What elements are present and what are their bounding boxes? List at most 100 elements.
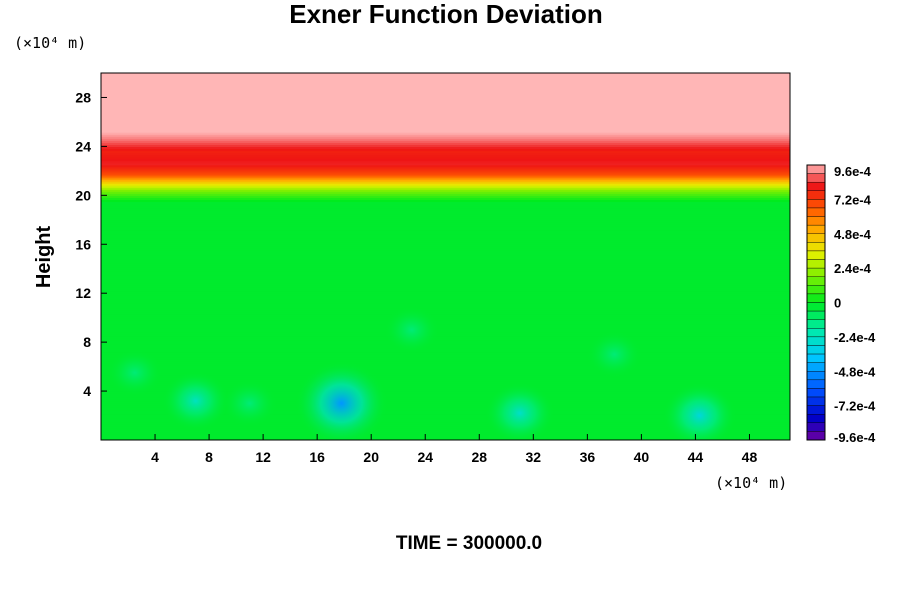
x-tick-label: 12 xyxy=(255,449,271,465)
colorbar-swatch xyxy=(806,181,826,191)
chart-title: Exner Function Deviation xyxy=(289,0,603,29)
colorbar-swatch xyxy=(806,336,826,346)
field-band xyxy=(101,203,790,207)
field-band xyxy=(101,435,790,439)
field-band xyxy=(101,289,790,292)
anomaly-blob xyxy=(162,371,230,431)
colorbar-swatch xyxy=(806,353,826,363)
colorbar: 9.6e-4 7.2e-4 4.8e-4 2.4e-4 0 -2.4e-4 -4.8e-4 -… xyxy=(806,164,876,445)
field-band xyxy=(101,119,790,123)
field-band xyxy=(101,258,790,262)
field-band xyxy=(101,176,790,180)
field-band xyxy=(101,85,790,88)
colorbar-swatch xyxy=(806,362,826,372)
colorbar-label: -4.8e-4 xyxy=(834,364,876,379)
field-band xyxy=(101,297,790,300)
field-band xyxy=(101,73,790,76)
colorbar-label: 7.2e-4 xyxy=(834,192,872,207)
field-band xyxy=(101,283,790,286)
field-band xyxy=(101,142,790,145)
field-band xyxy=(101,148,790,152)
colorbar-swatch xyxy=(806,276,826,286)
field-band xyxy=(101,234,790,237)
anomaly-blob xyxy=(107,349,162,396)
field-band xyxy=(101,313,790,317)
field-band xyxy=(101,166,790,170)
field-band xyxy=(101,397,790,400)
field-band xyxy=(101,105,790,109)
field-band xyxy=(101,205,790,209)
field-band xyxy=(101,197,790,201)
field-band xyxy=(101,101,790,105)
field-band xyxy=(101,75,790,78)
field-band xyxy=(101,154,790,158)
colorbar-swatch xyxy=(806,216,826,226)
field-band xyxy=(101,415,790,419)
field-band xyxy=(101,189,790,192)
field-band xyxy=(101,185,790,188)
field-band xyxy=(101,376,790,380)
colorbar-swatch xyxy=(806,310,826,320)
field-band xyxy=(101,293,790,296)
colorbar-label: -9.6e-4 xyxy=(834,430,876,445)
colorbar-swatch xyxy=(806,250,826,260)
field-band xyxy=(101,366,790,370)
field-band xyxy=(101,303,790,307)
field-band xyxy=(101,248,790,251)
field-band xyxy=(101,111,790,115)
field-band xyxy=(101,132,790,135)
field-band xyxy=(101,117,790,121)
x-tick-label: 16 xyxy=(309,449,325,465)
field-band xyxy=(101,140,790,143)
field-band xyxy=(101,323,790,327)
field-band xyxy=(101,99,790,103)
colorbar-label: 4.8e-4 xyxy=(834,227,872,242)
field-band xyxy=(101,195,790,198)
field-band xyxy=(101,191,790,194)
field-band xyxy=(101,421,790,425)
colorbar-swatch xyxy=(806,319,826,329)
anomaly-blob xyxy=(384,306,439,354)
colorbar-swatch xyxy=(806,173,826,183)
field-band xyxy=(101,276,790,280)
time-label: TIME = 300000.0 xyxy=(396,533,542,554)
field-band xyxy=(101,240,790,243)
field-band xyxy=(101,319,790,323)
field-band xyxy=(101,431,790,435)
field-band xyxy=(101,321,790,325)
field-band xyxy=(101,254,790,258)
anomaly-blob xyxy=(587,331,642,378)
field-band xyxy=(101,152,790,156)
field-band xyxy=(101,207,790,211)
field-band xyxy=(101,113,790,117)
colorbar-swatch xyxy=(806,293,826,303)
colorbar-swatch xyxy=(806,422,826,432)
field-band xyxy=(101,136,790,139)
field-band xyxy=(101,93,790,97)
field-band xyxy=(101,238,790,241)
field-band xyxy=(101,350,790,353)
field-band xyxy=(101,280,790,284)
field-band xyxy=(101,229,790,233)
x-tick-label: 36 xyxy=(580,449,596,465)
field-band xyxy=(101,338,790,341)
anomaly-blob xyxy=(222,380,277,427)
field-band xyxy=(101,221,790,225)
field-band xyxy=(101,109,790,113)
colorbar-swatch xyxy=(806,259,826,269)
y-tick-label: 20 xyxy=(75,187,91,203)
field-band xyxy=(101,264,790,268)
field-band xyxy=(101,115,790,119)
field-band xyxy=(101,187,790,190)
field-band xyxy=(101,250,790,254)
field-band xyxy=(101,391,790,394)
field-band xyxy=(101,225,790,229)
field-band xyxy=(101,364,790,368)
field-band xyxy=(101,356,790,360)
field-band xyxy=(101,272,790,276)
field-band xyxy=(101,242,790,245)
field-band xyxy=(101,417,790,421)
y-tick-label: 8 xyxy=(83,334,91,350)
field-band xyxy=(101,307,790,311)
